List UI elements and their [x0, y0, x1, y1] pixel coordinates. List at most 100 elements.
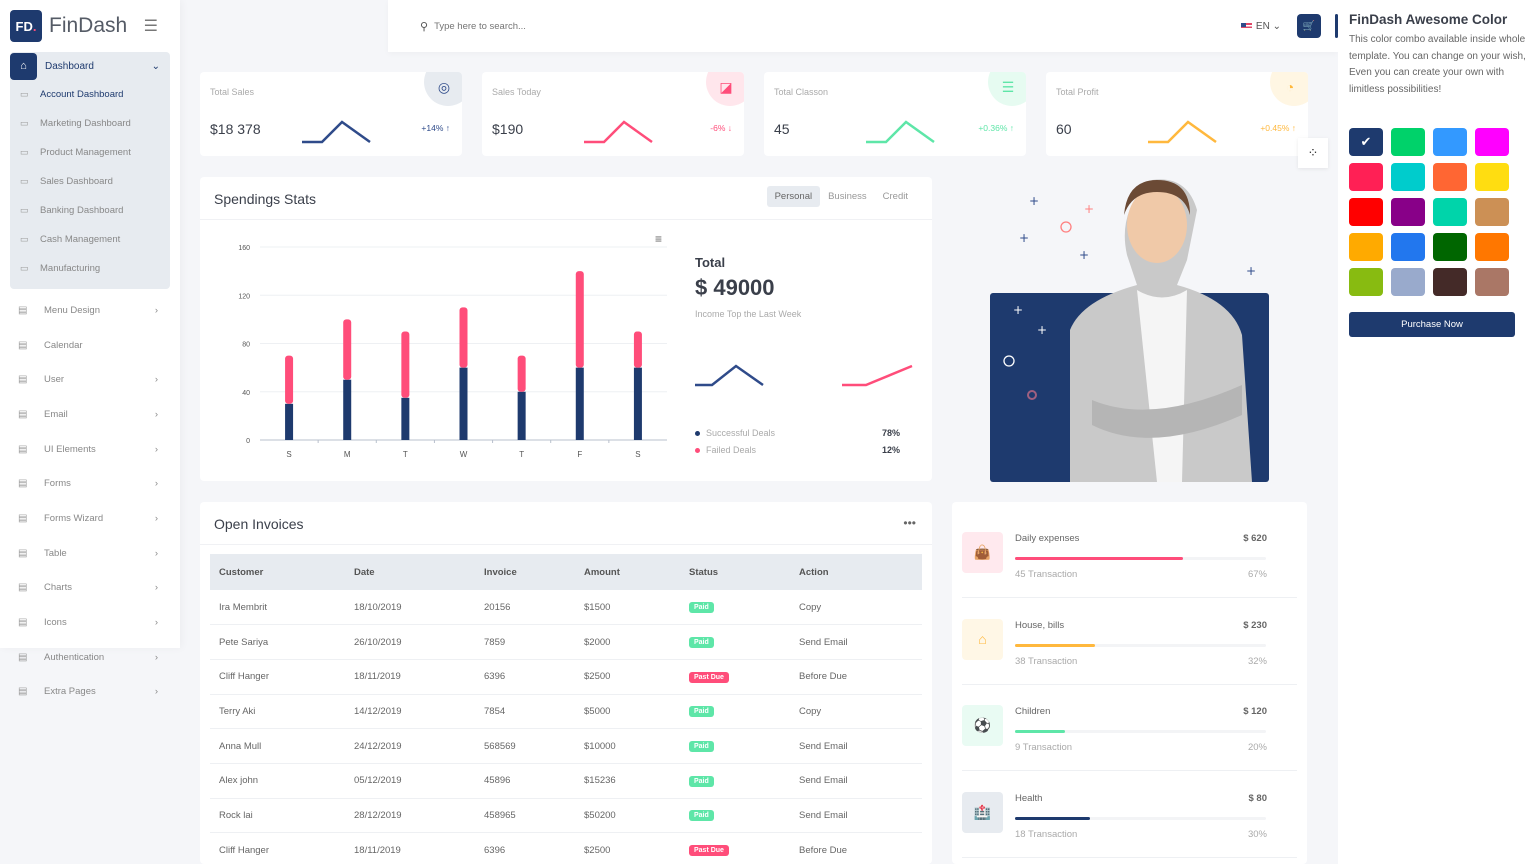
target-icon: ◎	[424, 72, 462, 106]
color-swatch[interactable]	[1349, 163, 1383, 191]
row-action-link[interactable]: Before Due	[790, 659, 922, 695]
table-cell: Cliff Hanger	[210, 659, 345, 695]
sidebar-item-charts[interactable]: ▤ Charts ›	[18, 582, 158, 594]
table-cell: $1500	[575, 590, 680, 626]
color-swatch[interactable]	[1391, 128, 1425, 156]
svg-text:T: T	[519, 450, 524, 459]
color-swatch[interactable]	[1433, 233, 1467, 261]
sidebar-subitem[interactable]: ▭ Marketing Dashboard	[20, 118, 131, 129]
sidebar-item-ui-elements[interactable]: ▤ UI Elements ›	[18, 443, 158, 455]
row-action-link[interactable]: Before Due	[790, 832, 922, 864]
sidebar-subitem[interactable]: ▭ Sales Dashboard	[20, 176, 113, 187]
color-swatch[interactable]	[1349, 198, 1383, 226]
color-swatch[interactable]	[1391, 198, 1425, 226]
tab-personal[interactable]: Personal	[766, 186, 821, 207]
color-swatch[interactable]	[1433, 128, 1467, 156]
color-swatch[interactable]	[1349, 268, 1383, 296]
stat-card-sales-today: Sales Today $190 -6% ↓ ◪	[482, 72, 744, 156]
svg-text:+: +	[1037, 323, 1047, 337]
table-cell: 18/11/2019	[345, 832, 475, 864]
row-action-link[interactable]: Copy	[790, 590, 922, 626]
svg-text:+: +	[1013, 303, 1023, 317]
hospital-icon: 🏥	[962, 791, 1003, 833]
table-cell: 18/11/2019	[345, 659, 475, 695]
stat-card-total-profit: Total Profit 60 +0.45% ↑ ◔	[1046, 72, 1308, 156]
sidebar-subitem[interactable]: ▭ Cash Management	[20, 234, 121, 245]
column-header[interactable]: Amount	[575, 554, 680, 590]
list-icon: ▤	[18, 304, 28, 316]
sidebar-item-user[interactable]: ▤ User ›	[18, 374, 158, 386]
row-action-link[interactable]: Send Email	[790, 728, 922, 764]
sparkline	[302, 120, 371, 144]
sidebar-subitem[interactable]: ▭ Account Dashboard	[20, 89, 124, 100]
column-header[interactable]: Status	[680, 554, 790, 590]
svg-text:+: +	[1246, 264, 1256, 278]
chevron-right-icon: ›	[154, 478, 158, 490]
row-action-link[interactable]: Copy	[790, 694, 922, 730]
sidebar-subitem[interactable]: ▭ Banking Dashboard	[20, 205, 124, 216]
table-row: Rock lai 28/12/2019 458965 $50200 Paid Send E…	[210, 798, 922, 834]
column-header[interactable]: Date	[345, 554, 475, 590]
sidebar-item-extra-pages[interactable]: ▤ Extra Pages ›	[18, 686, 158, 698]
color-swatch[interactable]	[1433, 198, 1467, 226]
column-header[interactable]: Customer	[210, 554, 345, 590]
color-swatch[interactable]	[1475, 128, 1509, 156]
table-row: Pete Sariya 26/10/2019 7859 $2000 Paid Send E…	[210, 624, 922, 660]
tab-business[interactable]: Business	[828, 191, 867, 202]
color-swatch[interactable]	[1433, 163, 1467, 191]
ball-icon: ⚽	[962, 705, 1003, 746]
table-row: Terry Aki 14/12/2019 7854 $5000 Paid Copy	[210, 694, 922, 730]
color-swatch[interactable]	[1475, 163, 1509, 191]
profile-button-edge[interactable]	[1335, 14, 1338, 38]
sidebar-item-calendar[interactable]: ▤ Calendar	[18, 339, 83, 351]
sidebar-subitem[interactable]: ▭ Product Management	[20, 147, 131, 158]
card-title: Open Invoices	[214, 516, 304, 532]
stat-card-total-classon: Total Classon 45 +0.36% ↑ ☰	[764, 72, 1026, 156]
more-options-icon[interactable]: •••	[903, 516, 916, 530]
color-swatch[interactable]	[1391, 268, 1425, 296]
sidebar-item-email[interactable]: ▤ Email ›	[18, 408, 158, 420]
sidebar-item-authentication[interactable]: ▤ Authentication ›	[18, 651, 158, 663]
tab-credit[interactable]: Credit	[882, 191, 908, 202]
color-swatch[interactable]	[1475, 233, 1509, 261]
failed-sparkline	[842, 364, 913, 387]
sidebar-item-forms[interactable]: ▤ Forms ›	[18, 478, 158, 490]
auth-icon: ▤	[18, 651, 28, 663]
sparkline	[584, 120, 653, 144]
column-header[interactable]: Action	[790, 554, 922, 590]
chart-menu-icon[interactable]: ≡	[655, 232, 663, 246]
sidebar-item-dashboard[interactable]: ⌂ Dashboard ⌄	[10, 52, 170, 80]
row-action-link[interactable]: Send Email	[790, 763, 922, 799]
sidebar-item-icons[interactable]: ▤ Icons ›	[18, 617, 158, 629]
logo[interactable]: FD. FinDash ☰	[0, 0, 180, 52]
color-swatch[interactable]	[1475, 198, 1509, 226]
change-indicator: -6% ↓	[710, 123, 732, 133]
sidebar-item-forms-wizard[interactable]: ▤ Forms Wizard ›	[18, 512, 158, 524]
language-select[interactable]: EN ⌄	[1240, 21, 1281, 32]
color-swatch[interactable]	[1349, 233, 1383, 261]
column-header[interactable]: Invoice	[475, 554, 575, 590]
table-cell: 45896	[475, 763, 575, 799]
sidebar-subitem[interactable]: ▭ Manufacturing	[20, 263, 101, 274]
color-swatch[interactable]: ✔	[1349, 128, 1383, 156]
color-swatch[interactable]	[1475, 268, 1509, 296]
svg-text:+: +	[1019, 231, 1029, 245]
color-swatch[interactable]	[1433, 268, 1467, 296]
chart-icon: ▤	[18, 582, 28, 594]
row-action-link[interactable]: Send Email	[790, 624, 922, 660]
cart-button[interactable]: 🛒	[1297, 14, 1321, 38]
chevron-right-icon: ›	[154, 547, 158, 559]
purchase-now-button[interactable]: Purchase Now	[1349, 312, 1515, 337]
chevron-down-icon: ⌄	[151, 60, 160, 72]
bag-icon: 👜	[962, 532, 1003, 573]
color-swatch[interactable]	[1391, 163, 1425, 191]
row-action-link[interactable]: Send Email	[790, 798, 922, 834]
table-cell: 6396	[475, 659, 575, 695]
sidebar-item-table[interactable]: ▤ Table ›	[18, 547, 158, 559]
hamburger-menu-icon[interactable]: ☰	[143, 18, 158, 35]
color-swatch[interactable]	[1391, 233, 1425, 261]
settings-loader-icon[interactable]: ⁘	[1298, 138, 1328, 168]
hero-illustration: + + + + + + +	[952, 170, 1307, 490]
sidebar-item-menu-design[interactable]: ▤ Menu Design ›	[18, 304, 158, 316]
search-input[interactable]	[434, 20, 735, 32]
